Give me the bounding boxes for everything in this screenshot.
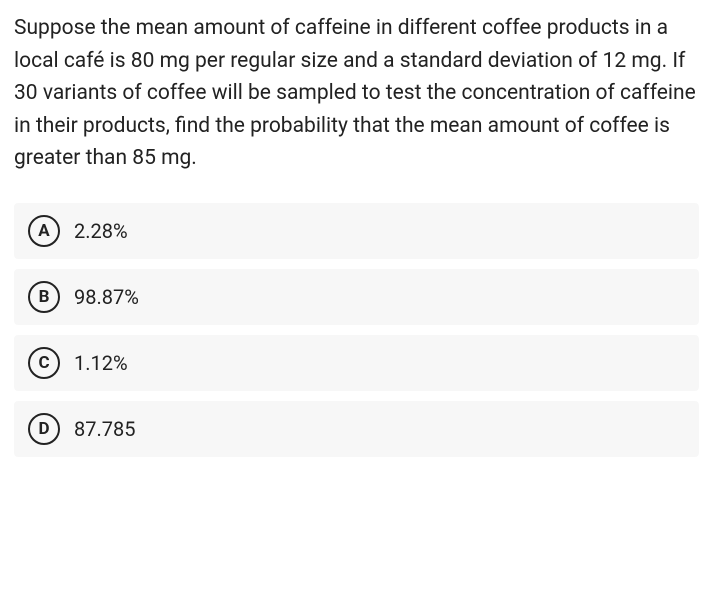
option-letter-circle: C: [28, 347, 60, 379]
option-letter: B: [39, 287, 50, 307]
option-letter: D: [38, 419, 49, 439]
option-label: 98.87%: [74, 285, 139, 309]
option-letter: C: [38, 353, 49, 373]
option-label: 1.12%: [74, 351, 128, 375]
option-c[interactable]: C 1.12%: [14, 335, 699, 391]
option-d[interactable]: D 87.785: [14, 401, 699, 457]
option-label: 87.785: [74, 417, 135, 441]
option-b[interactable]: B 98.87%: [14, 269, 699, 325]
option-letter-circle: D: [28, 413, 60, 445]
option-label: 2.28%: [74, 219, 128, 243]
option-letter: A: [38, 221, 49, 241]
options-list: A 2.28% B 98.87% C 1.12% D 87.785: [14, 203, 699, 457]
option-letter-circle: A: [28, 215, 60, 247]
option-letter-circle: B: [28, 281, 60, 313]
question-text: Suppose the mean amount of caffeine in d…: [14, 12, 699, 175]
option-a[interactable]: A 2.28%: [14, 203, 699, 259]
